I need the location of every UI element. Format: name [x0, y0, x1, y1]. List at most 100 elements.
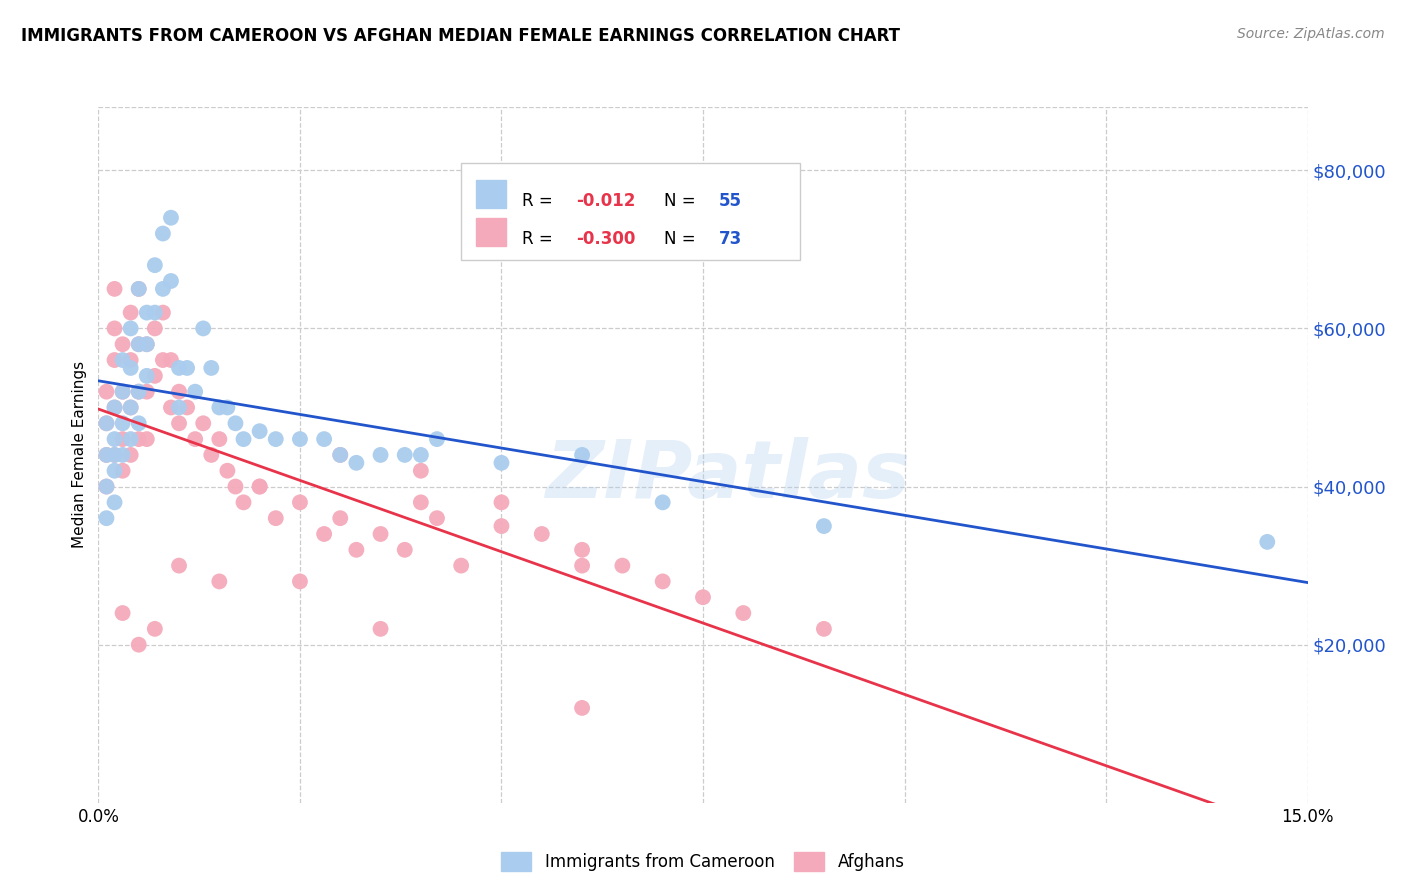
- Point: [167, 558, 190, 573]
- Point: [96, 417, 118, 431]
- Point: [103, 448, 125, 462]
- Point: [224, 479, 246, 493]
- Point: [167, 384, 190, 399]
- Point: [176, 361, 198, 376]
- Point: [813, 519, 835, 533]
- FancyBboxPatch shape: [461, 162, 800, 260]
- Point: [143, 321, 166, 335]
- Point: [409, 495, 432, 509]
- Point: [135, 305, 157, 319]
- Point: [193, 321, 215, 335]
- Point: [103, 401, 125, 415]
- Point: [224, 417, 246, 431]
- Text: N =: N =: [664, 192, 702, 210]
- Point: [103, 321, 125, 335]
- Legend: Immigrants from Cameroon, Afghans: Immigrants from Cameroon, Afghans: [494, 843, 912, 880]
- Text: -0.012: -0.012: [576, 192, 636, 210]
- Point: [409, 464, 432, 478]
- Text: Source: ZipAtlas.com: Source: ZipAtlas.com: [1237, 27, 1385, 41]
- Point: [208, 401, 231, 415]
- Point: [96, 479, 118, 493]
- Point: [128, 282, 150, 296]
- Point: [409, 448, 432, 462]
- Text: R =: R =: [522, 192, 558, 210]
- Point: [96, 417, 118, 431]
- Point: [111, 384, 134, 399]
- Point: [288, 432, 311, 446]
- Text: 73: 73: [718, 230, 742, 248]
- Point: [394, 542, 416, 557]
- Y-axis label: Median Female Earnings: Median Female Earnings: [72, 361, 87, 549]
- Point: [813, 622, 835, 636]
- Point: [249, 479, 271, 493]
- Point: [103, 353, 125, 368]
- Point: [120, 401, 142, 415]
- Point: [120, 321, 142, 335]
- Bar: [475, 219, 506, 246]
- Point: [143, 258, 166, 272]
- Point: [733, 606, 755, 620]
- Point: [249, 479, 271, 493]
- Point: [264, 511, 287, 525]
- Point: [571, 701, 593, 715]
- Point: [184, 384, 207, 399]
- Point: [370, 622, 392, 636]
- Point: [571, 558, 593, 573]
- Text: ZIPatlas: ZIPatlas: [544, 437, 910, 515]
- Point: [200, 448, 222, 462]
- Point: [128, 417, 150, 431]
- Point: [103, 282, 125, 296]
- Point: [103, 495, 125, 509]
- Point: [232, 432, 254, 446]
- Point: [426, 432, 449, 446]
- Point: [176, 401, 198, 415]
- Point: [344, 542, 367, 557]
- Point: [530, 527, 553, 541]
- Point: [111, 417, 134, 431]
- Text: IMMIGRANTS FROM CAMEROON VS AFGHAN MEDIAN FEMALE EARNINGS CORRELATION CHART: IMMIGRANTS FROM CAMEROON VS AFGHAN MEDIA…: [21, 27, 900, 45]
- Point: [111, 337, 134, 351]
- Point: [329, 448, 352, 462]
- Point: [208, 432, 231, 446]
- Point: [128, 337, 150, 351]
- Text: N =: N =: [664, 230, 702, 248]
- Point: [143, 305, 166, 319]
- Text: -0.300: -0.300: [576, 230, 636, 248]
- Point: [184, 432, 207, 446]
- Point: [394, 448, 416, 462]
- Point: [450, 558, 472, 573]
- Point: [370, 527, 392, 541]
- Point: [111, 606, 134, 620]
- Point: [651, 574, 673, 589]
- Point: [96, 384, 118, 399]
- Point: [232, 495, 254, 509]
- Point: [491, 495, 513, 509]
- Point: [249, 424, 271, 438]
- Text: 55: 55: [718, 192, 742, 210]
- Point: [692, 591, 714, 605]
- Point: [135, 432, 157, 446]
- Point: [143, 622, 166, 636]
- Point: [329, 511, 352, 525]
- Point: [217, 464, 239, 478]
- Point: [120, 448, 142, 462]
- Point: [193, 417, 215, 431]
- Point: [128, 337, 150, 351]
- Point: [217, 401, 239, 415]
- Point: [111, 384, 134, 399]
- Point: [329, 448, 352, 462]
- Point: [200, 361, 222, 376]
- Point: [135, 337, 157, 351]
- Point: [1256, 535, 1278, 549]
- Point: [128, 282, 150, 296]
- Point: [111, 432, 134, 446]
- Point: [288, 574, 311, 589]
- Point: [288, 495, 311, 509]
- Point: [96, 479, 118, 493]
- Point: [143, 368, 166, 383]
- Point: [571, 542, 593, 557]
- Point: [344, 456, 367, 470]
- Bar: [475, 180, 506, 208]
- Point: [152, 227, 174, 241]
- Point: [167, 361, 190, 376]
